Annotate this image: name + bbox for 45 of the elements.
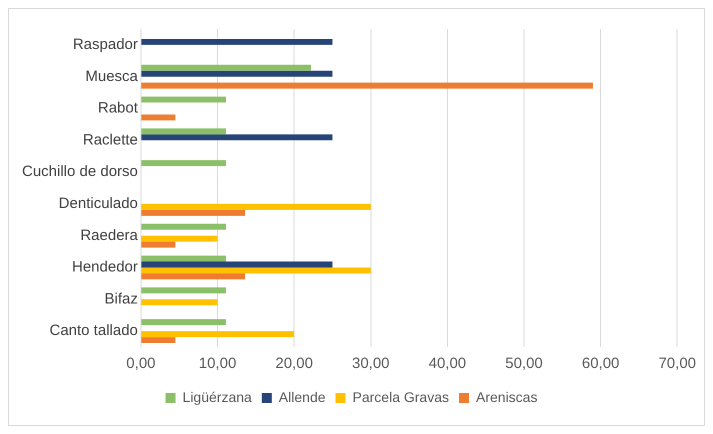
bar [141, 319, 226, 326]
bar [141, 268, 371, 274]
legend-label: Ligüérzana [182, 388, 252, 405]
x-tick-label: 70,00 [658, 355, 696, 372]
x-tick-label: 30,00 [352, 355, 390, 372]
bar [141, 160, 226, 166]
bar [141, 204, 371, 210]
bar [141, 70, 332, 77]
bar [141, 337, 176, 344]
y-tick-label: Cuchillo de dorso [22, 163, 138, 180]
bar [141, 128, 226, 134]
legend-label: Areniscas [476, 388, 538, 405]
bar [141, 224, 226, 230]
bar [141, 262, 332, 268]
bar [141, 273, 246, 280]
bar [141, 299, 218, 306]
x-tick-label: 0,00 [126, 355, 156, 372]
bar [141, 236, 218, 242]
y-tick-label: Hendedor [72, 258, 138, 276]
y-tick-label: Raclette [82, 131, 138, 148]
legend-label: Parcela Gravas [352, 388, 449, 405]
bar [141, 64, 311, 71]
bar [141, 210, 246, 216]
bar [141, 256, 226, 262]
x-tick-label: 20,00 [275, 355, 313, 372]
bar [141, 82, 593, 89]
legend-label: Allende [278, 388, 326, 405]
bar [141, 114, 176, 120]
y-tick-label: Canto tallado [49, 322, 138, 340]
bar [141, 96, 226, 103]
bar [141, 38, 332, 45]
x-tick-label: 40,00 [428, 355, 466, 372]
y-tick-label: Muesca [85, 68, 139, 85]
bar [141, 134, 332, 140]
y-tick-label: Denticulado [58, 195, 138, 212]
y-tick-label: Bifaz [104, 290, 138, 308]
bar [141, 242, 176, 248]
bar [141, 331, 294, 338]
y-tick-label: Rabot [98, 100, 139, 117]
x-tick-label: 10,00 [198, 355, 236, 372]
x-tick-label: 50,00 [505, 355, 543, 372]
y-tick-label: Raedera [80, 226, 139, 244]
bar [141, 287, 226, 294]
x-tick-label: 60,00 [582, 355, 620, 372]
y-tick-label: Raspador [72, 36, 138, 54]
